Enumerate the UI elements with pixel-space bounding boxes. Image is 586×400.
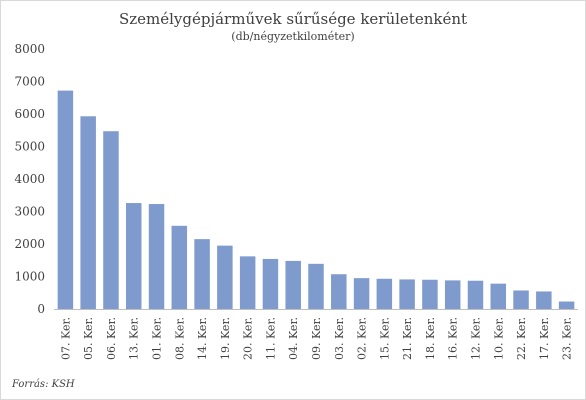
x-tick-label: 10. Ker. (492, 317, 505, 360)
bar (422, 279, 438, 309)
chart-subtitle: (db/négyzetkilométer) (231, 30, 354, 43)
x-tick-label: 07. Ker. (59, 317, 72, 360)
bar (194, 239, 210, 310)
y-tick-label: 8000 (14, 42, 45, 56)
x-tick-label: 21. Ker. (401, 317, 414, 360)
x-tick-label: 05. Ker. (82, 317, 95, 360)
source-note: Forrás: KSH (11, 379, 75, 390)
y-tick-label: 7000 (14, 75, 45, 89)
x-tick-label: 20. Ker. (242, 317, 255, 360)
bar (57, 90, 74, 309)
bar (103, 131, 119, 309)
bar (308, 263, 324, 309)
x-tick-label: 17. Ker. (538, 317, 551, 360)
bar (171, 225, 188, 309)
y-tick-label: 4000 (14, 172, 45, 186)
y-tick-label: 6000 (14, 107, 45, 121)
y-tick-label: 3000 (14, 205, 45, 219)
bar (285, 260, 301, 309)
x-tick-label: 11. Ker. (264, 317, 277, 360)
y-tick-label: 5000 (14, 140, 45, 154)
bar (513, 290, 529, 309)
bar (331, 274, 347, 309)
bar (262, 258, 279, 309)
x-tick-label: 01. Ker. (151, 317, 164, 360)
x-tick-label: 16. Ker. (447, 317, 460, 360)
bar (399, 279, 415, 309)
x-tick-label: 23. Ker. (561, 317, 574, 360)
bar (80, 116, 96, 309)
x-tick-label: 08. Ker. (173, 317, 186, 360)
y-tick-label: 1000 (14, 270, 45, 284)
x-tick-label: 02. Ker. (356, 317, 369, 360)
y-tick-label: 0 (37, 302, 45, 316)
x-tick-label: 09. Ker. (310, 317, 323, 360)
bar (467, 280, 484, 309)
x-tick-label: 18. Ker. (424, 317, 437, 360)
x-tick-label: 03. Ker. (333, 317, 346, 360)
x-tick-label: 04. Ker. (287, 317, 300, 360)
bar (558, 301, 575, 309)
bar (239, 256, 256, 309)
x-tick-label: 19. Ker. (219, 317, 232, 360)
bar (490, 283, 506, 309)
bar (444, 280, 461, 309)
x-tick-label: 22. Ker. (515, 317, 528, 360)
bar (217, 245, 233, 310)
x-tick-label: 15. Ker. (378, 317, 391, 360)
chart-title: Személygépjárművek sűrűsége kerületenkén… (119, 10, 467, 28)
x-tick-label: 12. Ker. (469, 317, 482, 360)
x-tick-label: 14. Ker. (196, 317, 209, 360)
x-tick-label: 06. Ker. (105, 317, 118, 360)
bar (125, 203, 142, 309)
bar (148, 204, 165, 309)
bars (57, 90, 575, 310)
x-axis: 07. Ker. 05. Ker. 06. Ker. 13. Ker. 01. Ker.… (54, 309, 578, 360)
bar (536, 291, 552, 309)
bar (353, 278, 370, 310)
y-tick-label: 2000 (14, 237, 45, 251)
y-axis: 0 1000 2000 3000 4000 5000 6000 7000 8000 (14, 42, 45, 316)
x-tick-label: 13. Ker. (128, 317, 141, 360)
bar (376, 278, 393, 309)
